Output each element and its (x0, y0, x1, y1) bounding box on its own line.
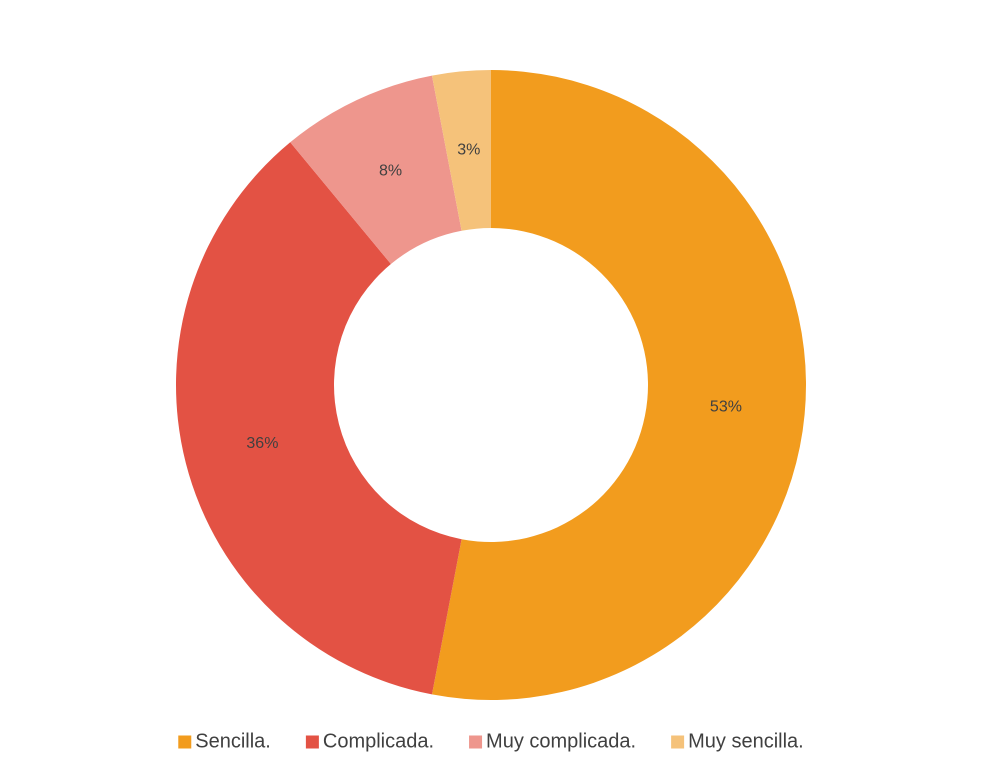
value-label: 8% (379, 163, 402, 180)
legend-swatch (178, 735, 192, 749)
legend-swatch (469, 735, 483, 749)
legend-label: Sencilla. (195, 730, 271, 752)
legend-label: Muy complicada. (486, 730, 636, 752)
legend-label: Complicada. (323, 730, 434, 752)
legend-label: Muy sencilla. (688, 730, 804, 752)
legend-swatch (305, 735, 319, 749)
donut-slice (175, 142, 462, 695)
value-label: 36% (246, 435, 278, 452)
donut-slice (431, 70, 491, 231)
donut-slice (290, 75, 462, 265)
legend-swatch (671, 735, 685, 749)
donut-slice (431, 70, 806, 700)
value-label: 3% (457, 141, 480, 158)
value-label: 53% (710, 398, 742, 415)
